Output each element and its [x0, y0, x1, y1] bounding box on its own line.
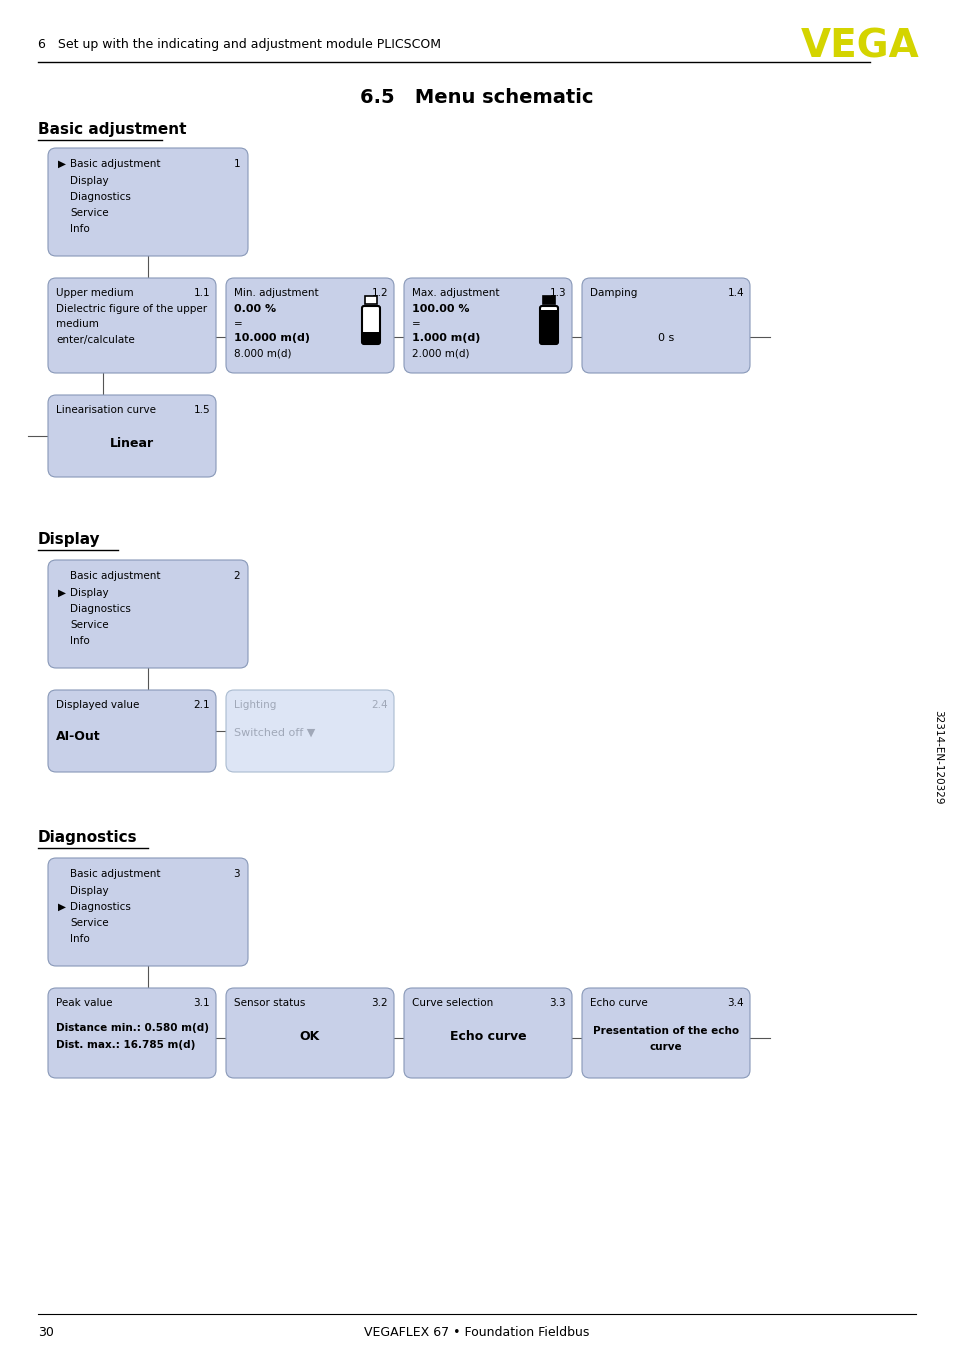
- Text: 2.000 m(d): 2.000 m(d): [412, 348, 469, 357]
- Text: Switched off ▼: Switched off ▼: [233, 728, 314, 738]
- FancyBboxPatch shape: [581, 278, 749, 372]
- Text: Basic adjustment: Basic adjustment: [70, 869, 160, 879]
- FancyBboxPatch shape: [226, 278, 394, 372]
- Text: Sensor status: Sensor status: [233, 998, 305, 1007]
- Text: 32314-EN-120329: 32314-EN-120329: [932, 709, 942, 804]
- FancyBboxPatch shape: [48, 395, 215, 477]
- Text: 100.00 %: 100.00 %: [412, 305, 469, 314]
- Text: 3.2: 3.2: [371, 998, 388, 1007]
- FancyBboxPatch shape: [48, 691, 215, 772]
- FancyBboxPatch shape: [48, 858, 248, 965]
- Text: Service: Service: [70, 620, 109, 630]
- Text: Linear: Linear: [110, 437, 153, 450]
- Text: enter/calculate: enter/calculate: [56, 334, 134, 345]
- Text: Dielectric figure of the upper: Dielectric figure of the upper: [56, 305, 207, 314]
- FancyBboxPatch shape: [403, 988, 572, 1078]
- FancyBboxPatch shape: [48, 561, 248, 668]
- Text: Diagnostics: Diagnostics: [70, 902, 131, 913]
- Text: Display: Display: [70, 886, 109, 896]
- Text: 1.4: 1.4: [726, 288, 743, 298]
- Text: Presentation of the echo: Presentation of the echo: [593, 1026, 739, 1036]
- Text: Info: Info: [70, 934, 90, 944]
- FancyBboxPatch shape: [363, 332, 378, 344]
- Text: Damping: Damping: [589, 288, 637, 298]
- Text: 1: 1: [233, 158, 240, 169]
- Text: 6   Set up with the indicating and adjustment module PLICSCOM: 6 Set up with the indicating and adjustm…: [38, 38, 440, 51]
- Text: 1.1: 1.1: [193, 288, 210, 298]
- Text: Min. adjustment: Min. adjustment: [233, 288, 318, 298]
- Text: Display: Display: [38, 532, 100, 547]
- Text: Distance min.: 0.580 m(d): Distance min.: 0.580 m(d): [56, 1024, 209, 1033]
- Text: 1.2: 1.2: [371, 288, 388, 298]
- FancyBboxPatch shape: [542, 297, 555, 305]
- FancyBboxPatch shape: [48, 148, 248, 256]
- Text: 2.4: 2.4: [371, 700, 388, 709]
- Text: Basic adjustment: Basic adjustment: [70, 571, 160, 581]
- Text: Info: Info: [70, 636, 90, 646]
- Text: 1.3: 1.3: [549, 288, 565, 298]
- FancyBboxPatch shape: [48, 988, 215, 1078]
- Text: 1.000 m(d): 1.000 m(d): [412, 333, 480, 343]
- Text: 0 s: 0 s: [658, 333, 674, 343]
- Text: Echo curve: Echo curve: [589, 998, 647, 1007]
- Text: Basic adjustment: Basic adjustment: [38, 122, 186, 137]
- Text: 2.1: 2.1: [193, 700, 210, 709]
- Text: Displayed value: Displayed value: [56, 700, 139, 709]
- Text: ▶: ▶: [58, 158, 66, 169]
- Text: 30: 30: [38, 1326, 53, 1339]
- Text: Basic adjustment: Basic adjustment: [70, 158, 160, 169]
- Text: =: =: [233, 320, 242, 329]
- FancyBboxPatch shape: [540, 310, 557, 344]
- Text: 3.1: 3.1: [193, 998, 210, 1007]
- FancyBboxPatch shape: [226, 988, 394, 1078]
- Text: Diagnostics: Diagnostics: [38, 830, 137, 845]
- Text: 2: 2: [233, 571, 240, 581]
- Text: Info: Info: [70, 223, 90, 234]
- FancyBboxPatch shape: [365, 297, 376, 305]
- FancyBboxPatch shape: [361, 306, 379, 344]
- Text: Upper medium: Upper medium: [56, 288, 133, 298]
- Text: Echo curve: Echo curve: [449, 1030, 526, 1043]
- Text: 8.000 m(d): 8.000 m(d): [233, 348, 292, 357]
- Text: 3: 3: [233, 869, 240, 879]
- FancyBboxPatch shape: [403, 278, 572, 372]
- Text: 10.000 m(d): 10.000 m(d): [233, 333, 310, 343]
- FancyBboxPatch shape: [539, 306, 558, 344]
- Text: VEGA: VEGA: [801, 28, 919, 66]
- Text: OK: OK: [299, 1030, 320, 1043]
- Text: Dist. max.: 16.785 m(d): Dist. max.: 16.785 m(d): [56, 1040, 195, 1049]
- FancyBboxPatch shape: [226, 691, 394, 772]
- Text: Linearisation curve: Linearisation curve: [56, 405, 156, 414]
- Text: Diagnostics: Diagnostics: [70, 192, 131, 202]
- Text: 1.5: 1.5: [193, 405, 210, 414]
- FancyBboxPatch shape: [48, 278, 215, 372]
- Text: VEGAFLEX 67 • Foundation Fieldbus: VEGAFLEX 67 • Foundation Fieldbus: [364, 1326, 589, 1339]
- Text: Lighting: Lighting: [233, 700, 276, 709]
- Text: ▶: ▶: [58, 588, 66, 598]
- Text: curve: curve: [649, 1043, 681, 1052]
- Text: 3.3: 3.3: [549, 998, 565, 1007]
- Text: medium: medium: [56, 320, 99, 329]
- Text: AI-Out: AI-Out: [56, 730, 100, 743]
- Text: Display: Display: [70, 176, 109, 185]
- Text: 3.4: 3.4: [726, 998, 743, 1007]
- Text: ▶: ▶: [58, 902, 66, 913]
- Text: Display: Display: [70, 588, 109, 598]
- Text: 0.00 %: 0.00 %: [233, 305, 275, 314]
- Text: Peak value: Peak value: [56, 998, 112, 1007]
- Text: Curve selection: Curve selection: [412, 998, 493, 1007]
- Text: 6.5   Menu schematic: 6.5 Menu schematic: [360, 88, 593, 107]
- FancyBboxPatch shape: [581, 988, 749, 1078]
- Text: Max. adjustment: Max. adjustment: [412, 288, 499, 298]
- Text: Service: Service: [70, 209, 109, 218]
- Text: =: =: [412, 320, 420, 329]
- Text: Service: Service: [70, 918, 109, 927]
- Text: Diagnostics: Diagnostics: [70, 604, 131, 613]
